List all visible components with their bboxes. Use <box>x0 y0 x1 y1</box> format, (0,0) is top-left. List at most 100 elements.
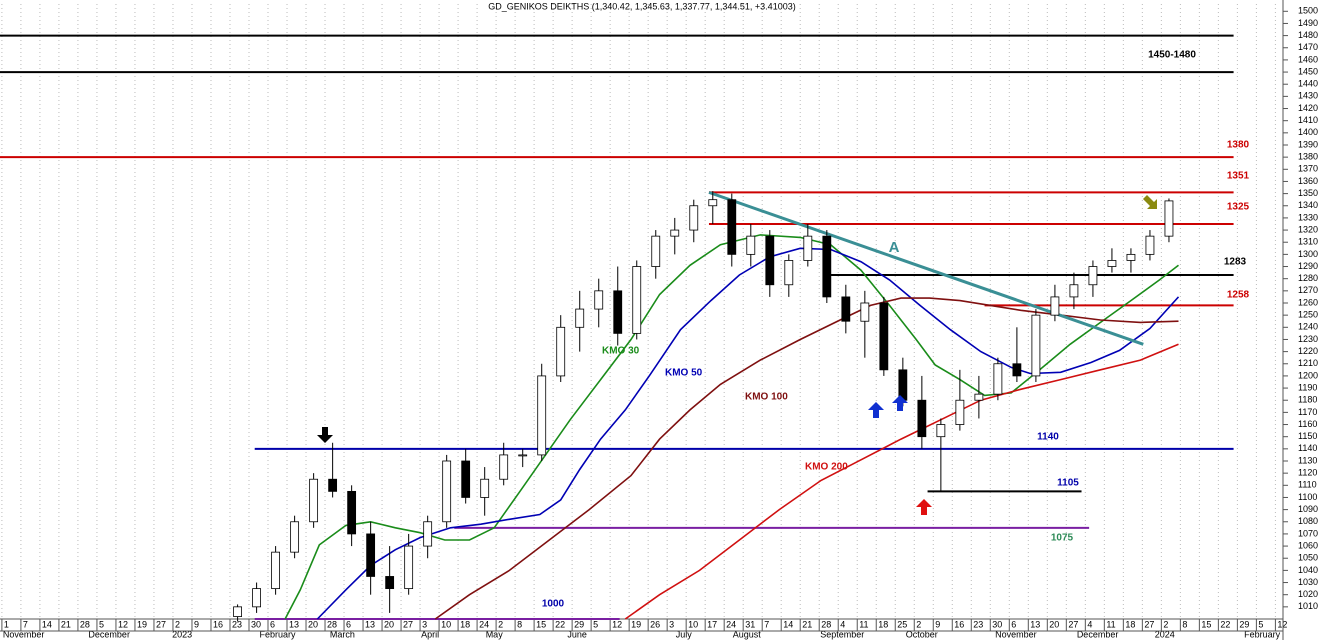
x-tick-label: 9 <box>935 619 940 629</box>
x-tick-label: 8 <box>517 619 522 629</box>
candle-body <box>594 290 604 310</box>
x-tick-label: 19 <box>137 619 147 629</box>
candle-body <box>252 588 262 608</box>
trendline <box>708 190 1144 346</box>
grid <box>1 4 1276 619</box>
level-label: 1105 <box>1057 478 1079 489</box>
x-tick-label: 10 <box>441 619 451 629</box>
y-tick-label: 1240 <box>1298 322 1318 332</box>
level-label: 1000 <box>542 599 565 610</box>
month-label: November <box>995 629 1037 639</box>
candle-body <box>955 399 965 425</box>
x-tick-label: 21 <box>802 619 812 629</box>
x-tick-label: 30 <box>992 619 1002 629</box>
x-tick-label: 31 <box>745 619 755 629</box>
y-tick-label: 1200 <box>1298 370 1318 380</box>
x-tick-label: 11 <box>1106 619 1115 629</box>
x-tick-label: 19 <box>631 619 641 629</box>
y-tick-label: 1500 <box>1298 6 1318 16</box>
up-arrow <box>892 395 908 411</box>
x-tick-label: 12 <box>118 619 128 629</box>
candle-body <box>537 375 547 456</box>
series-label: KMO 30 <box>602 346 640 357</box>
month-label: July <box>676 629 693 639</box>
y-tick-label: 1070 <box>1298 528 1318 538</box>
y-tick-label: 1130 <box>1298 455 1317 465</box>
x-tick-label: 28 <box>821 619 831 629</box>
x-tick-label: 27 <box>156 619 166 629</box>
y-tick-label: 1080 <box>1298 516 1318 526</box>
y-tick-label: 1430 <box>1298 91 1318 101</box>
x-tick-label: 28 <box>80 619 90 629</box>
moving-average <box>624 343 1179 620</box>
x-tick-label: 12 <box>612 619 622 629</box>
x-tick-label: 15 <box>536 619 546 629</box>
x-tick-label: 14 <box>42 619 52 629</box>
y-tick-label: 1270 <box>1298 285 1318 295</box>
down-right-arrow <box>1143 195 1157 209</box>
month-label: December <box>88 629 130 639</box>
x-tick-label: 18 <box>878 619 888 629</box>
y-tick-label: 1280 <box>1298 273 1318 283</box>
y-tick-label: 1050 <box>1298 553 1318 563</box>
y-tick-label: 1090 <box>1298 504 1318 514</box>
up-arrow <box>916 499 932 515</box>
y-tick-label: 1040 <box>1298 565 1318 575</box>
candle-body <box>1145 235 1155 255</box>
x-tick-label: 13 <box>1030 619 1040 629</box>
x-tick-label: 22 <box>555 619 565 629</box>
candle-body <box>1126 253 1136 261</box>
x-tick-label: 2 <box>916 619 921 629</box>
candle-body <box>651 235 661 267</box>
y-tick-label: 1370 <box>1298 164 1318 174</box>
x-tick-label: 3 <box>669 619 674 629</box>
y-tick-label: 1460 <box>1298 54 1318 64</box>
x-tick-label: 15 <box>1201 619 1211 629</box>
candle-body <box>309 478 319 523</box>
candle-body <box>290 521 300 553</box>
x-tick-label: 1 <box>4 619 9 629</box>
y-tick-label: 1350 <box>1298 188 1318 198</box>
candle-body <box>841 296 851 322</box>
y-tick-label: 1380 <box>1298 152 1318 162</box>
trendline-label: A <box>889 239 900 256</box>
candle-body <box>499 454 509 480</box>
level-label: 1351 <box>1227 171 1250 182</box>
x-tick-label: 11 <box>859 619 868 629</box>
candle-body <box>1107 260 1117 267</box>
x-tick-label: 5 <box>1258 619 1263 629</box>
y-tick-label: 1340 <box>1298 200 1318 210</box>
y-tick-label: 1010 <box>1298 601 1318 611</box>
candle-body <box>879 302 889 371</box>
x-tick-label: 2 <box>175 619 180 629</box>
candle-body <box>404 545 414 590</box>
x-tick-label: 20 <box>1049 619 1059 629</box>
series-label: KMO 100 <box>745 392 788 403</box>
y-tick-label: 1170 <box>1298 407 1317 417</box>
candle-body <box>1069 284 1079 298</box>
y-tick-label: 1470 <box>1298 42 1318 52</box>
y-tick-label: 1100 <box>1298 492 1317 502</box>
level-label: 1140 <box>1037 432 1059 443</box>
candle-body <box>860 302 870 322</box>
x-tick-label: 16 <box>213 619 223 629</box>
x-tick-label: 21 <box>61 619 71 629</box>
candle-body <box>936 424 946 438</box>
month-label: February <box>1244 629 1281 639</box>
x-tick-label: 4 <box>1087 619 1092 629</box>
month-label: February <box>260 629 297 639</box>
level-label: 1075 <box>1051 533 1074 544</box>
candle-body <box>974 393 984 401</box>
candle-body <box>1088 266 1098 286</box>
candle-body <box>632 266 642 334</box>
x-tick-label: 6 <box>270 619 275 629</box>
x-tick-label: 18 <box>1125 619 1135 629</box>
y-tick-label: 1020 <box>1298 589 1318 599</box>
annotations <box>317 195 1157 515</box>
moving-average <box>284 234 1179 620</box>
month-label: 2023 <box>172 629 192 639</box>
candle-body <box>271 551 281 590</box>
y-tick-label: 1060 <box>1298 540 1318 550</box>
candle-body <box>746 235 756 255</box>
